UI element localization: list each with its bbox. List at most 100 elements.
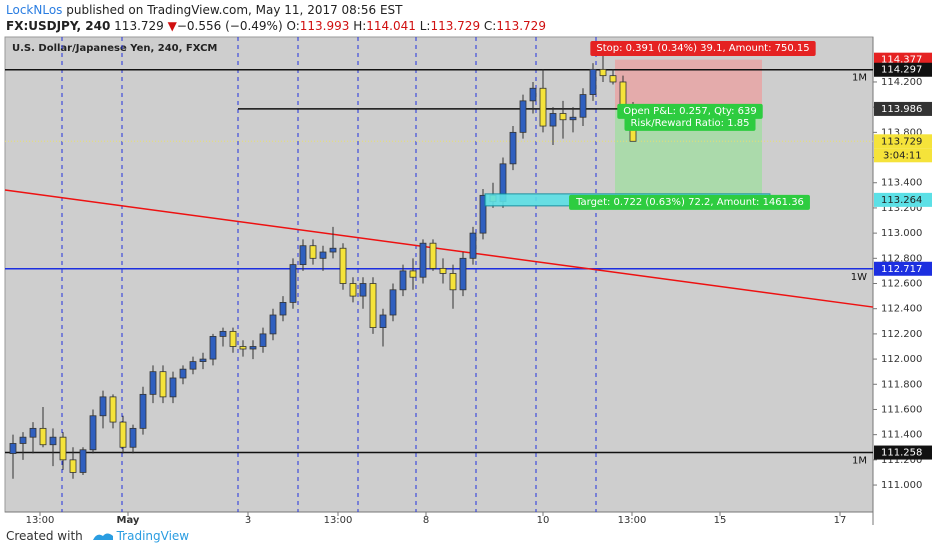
candle-body bbox=[469, 232, 477, 259]
candle-body bbox=[49, 436, 57, 446]
x-tick-label: 10 bbox=[537, 515, 550, 526]
candle-body bbox=[519, 100, 527, 133]
position-label: Risk/Reward Ratio: 1.85 bbox=[630, 118, 749, 129]
y-tick-label: 111.400 bbox=[881, 430, 922, 441]
candle-body bbox=[599, 68, 607, 77]
y-tick-label: 111.600 bbox=[881, 404, 922, 415]
y-tick-label: 113.000 bbox=[881, 228, 922, 239]
x-tick-label: 13:00 bbox=[324, 515, 353, 526]
candle-body bbox=[539, 87, 547, 127]
c-value: 113.729 bbox=[496, 19, 546, 33]
candle-body bbox=[399, 270, 407, 291]
level-name: 1W bbox=[851, 272, 867, 283]
candle-body bbox=[239, 346, 247, 350]
candle-body bbox=[259, 333, 267, 347]
level-price: 111.258 bbox=[881, 448, 922, 459]
candle-body bbox=[29, 427, 37, 438]
candle-body bbox=[209, 336, 217, 360]
candle-body bbox=[249, 346, 257, 350]
y-tick-label: 111.000 bbox=[881, 480, 922, 491]
x-tick-label: 15 bbox=[714, 515, 727, 526]
candle-body bbox=[199, 358, 207, 363]
countdown-bg bbox=[874, 148, 932, 163]
target-price-bg bbox=[874, 192, 932, 207]
x-tick-label: 8 bbox=[423, 515, 429, 526]
trendline bbox=[4, 189, 874, 308]
candle-body bbox=[449, 273, 457, 291]
position-label-bg bbox=[590, 41, 816, 56]
o-label: O: bbox=[286, 19, 300, 33]
x-tick-label: 13:00 bbox=[26, 515, 55, 526]
candle-body bbox=[269, 314, 277, 335]
l-label: L: bbox=[419, 19, 431, 33]
created: Created with bbox=[6, 529, 83, 543]
y-tick-label: 113.400 bbox=[881, 178, 922, 189]
candle-body bbox=[299, 245, 307, 266]
symbol: FX:USDJPY, 240 bbox=[6, 19, 111, 33]
c-label: C: bbox=[483, 19, 497, 33]
candle-body bbox=[309, 245, 317, 259]
candle-body bbox=[389, 289, 397, 316]
candle-body bbox=[99, 396, 107, 417]
stop-price: 114.377 bbox=[881, 55, 922, 66]
position-label-bg bbox=[624, 115, 756, 131]
level-price: 114.297 bbox=[881, 65, 922, 76]
entry-price: 113.986 bbox=[881, 104, 922, 115]
change: −0.556 (−0.49%) bbox=[176, 19, 283, 33]
candle-body bbox=[9, 443, 17, 454]
arrow: ▼ bbox=[167, 19, 177, 33]
y-tick-label: 112.600 bbox=[881, 279, 922, 290]
candle-body bbox=[529, 87, 537, 102]
y-tick-label: 112.200 bbox=[881, 329, 922, 340]
o-value: 113.993 bbox=[299, 19, 350, 33]
candle-body bbox=[279, 302, 287, 316]
candle-body bbox=[109, 396, 117, 423]
stop-zone bbox=[615, 59, 762, 109]
logo bbox=[92, 533, 113, 540]
candle-body bbox=[159, 371, 167, 398]
l-value: 113.729 bbox=[430, 19, 481, 33]
header-line: LockNLos published on TradingView.com, M… bbox=[6, 2, 546, 18]
candle-body bbox=[19, 436, 27, 444]
level-name: 1M bbox=[852, 456, 867, 467]
candle-body bbox=[579, 94, 587, 118]
header: LockNLos published on TradingView.com, M… bbox=[6, 2, 546, 34]
x-tick-label: 17 bbox=[834, 515, 847, 526]
level-price-bg bbox=[874, 261, 932, 276]
candle-body bbox=[339, 247, 347, 284]
candle-body bbox=[329, 247, 337, 253]
entry-price-bg bbox=[874, 101, 932, 116]
candle-body bbox=[549, 113, 557, 127]
author[interactable]: LockNLos bbox=[6, 3, 63, 17]
brand[interactable]: TradingView bbox=[116, 529, 190, 543]
target-price: 113.264 bbox=[881, 195, 922, 206]
candle-body bbox=[79, 449, 87, 473]
candle-body bbox=[89, 415, 97, 451]
candle-body bbox=[119, 421, 127, 448]
last-price-bg bbox=[874, 134, 932, 149]
published: published on TradingView.com, May 11, 20… bbox=[66, 3, 403, 17]
candle-body bbox=[589, 68, 597, 95]
y-tick-label: 111.800 bbox=[881, 379, 922, 390]
candle-body bbox=[59, 436, 67, 461]
candle-body bbox=[319, 251, 327, 259]
candle-body bbox=[219, 330, 227, 337]
level-price-bg bbox=[874, 445, 932, 460]
h-value: 114.041 bbox=[366, 19, 416, 33]
position-label: Open P&L: 0.257, Qty: 639 bbox=[623, 106, 756, 117]
chart-title: U.S. Dollar/Japanese Yen, 240, FXCM bbox=[12, 43, 217, 54]
candle-body bbox=[569, 116, 577, 121]
candle-body bbox=[349, 283, 357, 297]
candle-body bbox=[429, 242, 437, 269]
level-price: 112.717 bbox=[881, 264, 922, 275]
candle-body bbox=[169, 377, 177, 398]
x-tick-label: 13:00 bbox=[618, 515, 647, 526]
candle-body bbox=[479, 194, 487, 234]
level-price-bg bbox=[874, 62, 932, 77]
candle-body bbox=[459, 257, 467, 291]
position-label-bg bbox=[617, 103, 763, 119]
y-tick-label: 111.200 bbox=[881, 455, 922, 466]
y-tick-label: 114.200 bbox=[881, 77, 922, 88]
